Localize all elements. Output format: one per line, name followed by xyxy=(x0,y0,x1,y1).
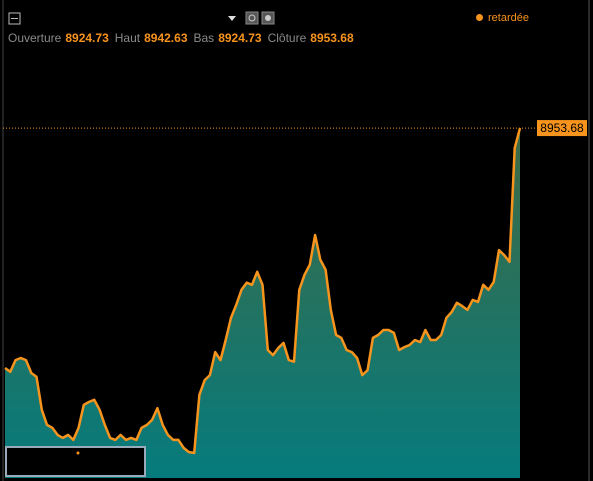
legend-label: Ouverture xyxy=(8,31,62,45)
legend-value: 8924.73 xyxy=(218,31,262,45)
navigator[interactable] xyxy=(5,446,146,477)
navigator-marker xyxy=(76,451,80,455)
dropdown-arrow[interactable] xyxy=(228,16,236,21)
plot-area: 8953.68 xyxy=(3,120,587,478)
legend-label: Haut xyxy=(114,31,141,45)
last-price-label: 8953.68 xyxy=(540,121,584,135)
collapse-button[interactable] xyxy=(8,12,21,25)
last-price-box xyxy=(537,120,587,137)
legend-value: 8953.68 xyxy=(310,31,354,45)
settings-icon xyxy=(248,14,256,22)
legend-label: Bas xyxy=(193,31,215,45)
ohlc-legend: Ouverture 8924.73 Haut 8942.63 Bas 8924.73 Clô… xyxy=(8,31,360,45)
area-fill xyxy=(5,128,520,478)
status: retardée xyxy=(476,12,529,24)
settings-button[interactable] xyxy=(245,11,259,25)
legend-value: 8924.73 xyxy=(65,31,109,45)
status-dot xyxy=(476,14,483,21)
status-label: retardée xyxy=(488,12,529,24)
legend-label: Clôture xyxy=(267,31,307,45)
price-line xyxy=(4,127,522,455)
gear-icon xyxy=(265,15,271,21)
legend-value: 8942.63 xyxy=(144,31,188,45)
